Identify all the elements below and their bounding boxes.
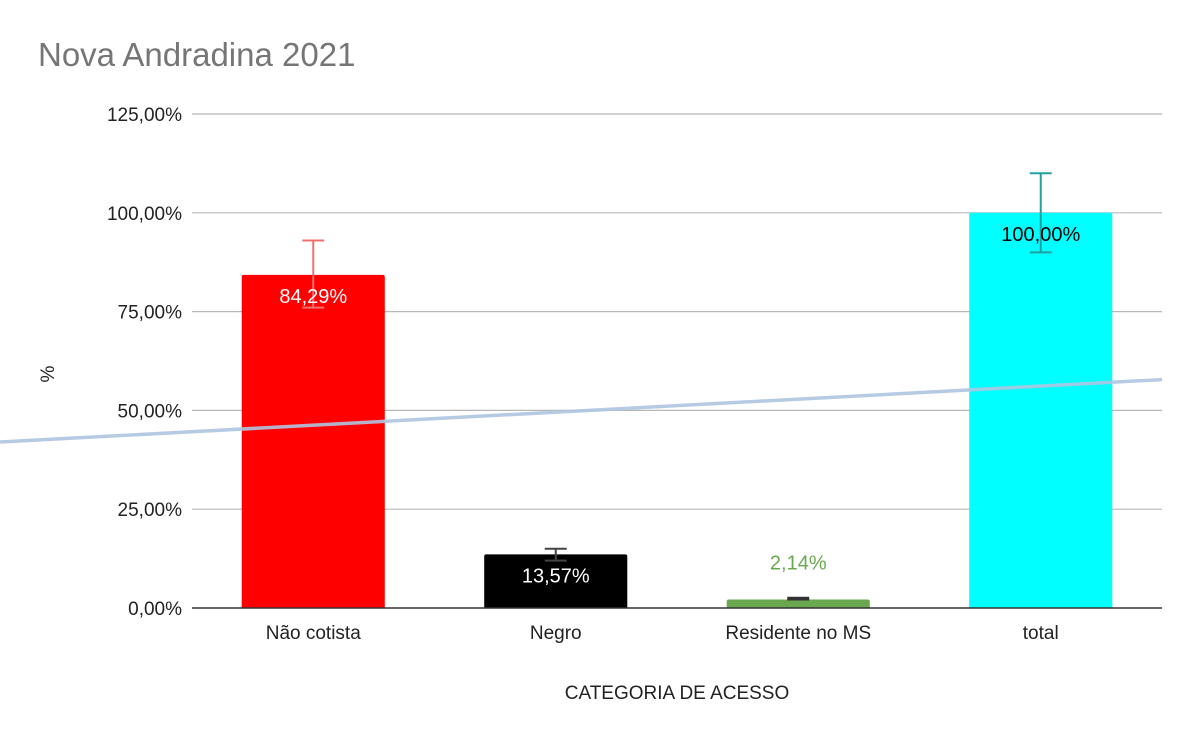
y-tick-label: 125,00% bbox=[107, 105, 182, 126]
y-tick-label: 0,00% bbox=[128, 599, 182, 620]
x-tick-label: Negro bbox=[530, 623, 582, 644]
trendline bbox=[0, 377, 1163, 444]
data-labels: 84,29% 13,57% 2,14% 100,00% bbox=[279, 224, 1080, 588]
bar bbox=[969, 212, 1113, 609]
x-tick-label: Residente no MS bbox=[725, 623, 871, 644]
chart-title: Nova Andradina 2021 bbox=[38, 36, 356, 73]
error-bars bbox=[302, 172, 1052, 601]
y-tick-label: 50,00% bbox=[118, 401, 183, 422]
error-bar bbox=[787, 596, 810, 601]
data-label: 2,14% bbox=[770, 553, 827, 575]
data-label: 100,00% bbox=[1001, 224, 1080, 246]
bars bbox=[241, 212, 1113, 609]
x-tick-label: Não cotista bbox=[266, 623, 361, 644]
bar bbox=[484, 554, 628, 608]
y-tick-label: 100,00% bbox=[107, 204, 182, 225]
y-tick-label: 75,00% bbox=[118, 303, 183, 324]
axes: 0,00% 25,00% 50,00% 75,00% 100,00% 125,00% Não… bbox=[107, 105, 1162, 644]
error-bar bbox=[544, 547, 567, 562]
y-tick-label: 25,00% bbox=[118, 500, 183, 521]
bar bbox=[726, 599, 870, 608]
y-axis-title: % bbox=[38, 365, 59, 382]
x-tick-label: total bbox=[1023, 623, 1059, 644]
error-bar bbox=[1029, 172, 1052, 254]
error-bar bbox=[302, 239, 325, 309]
data-label: 13,57% bbox=[522, 565, 590, 587]
trendline-layer bbox=[0, 377, 1163, 444]
bar bbox=[241, 274, 385, 608]
x-axis-title: CATEGORIA DE ACESSO bbox=[565, 683, 790, 704]
data-label: 84,29% bbox=[279, 286, 347, 308]
